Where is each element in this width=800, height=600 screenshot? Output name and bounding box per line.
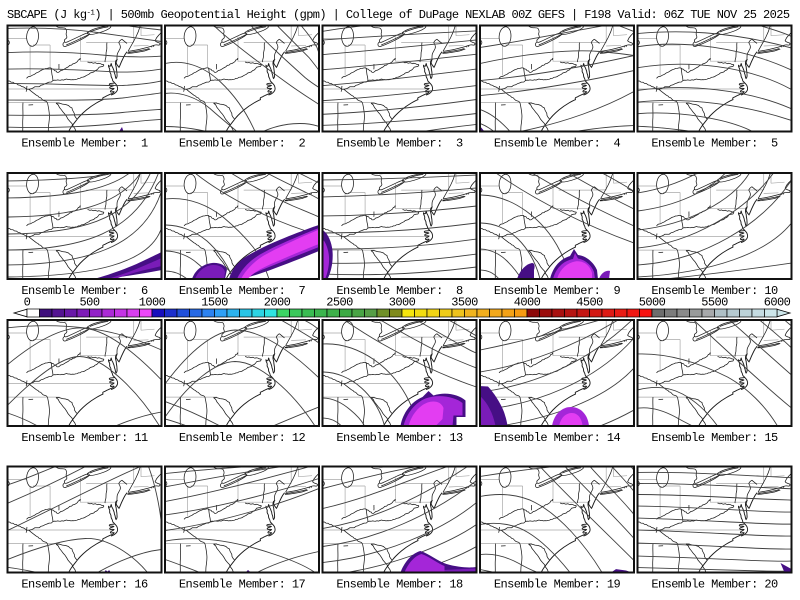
svg-text:3000: 3000 xyxy=(389,296,416,310)
svg-text:Ensemble Member: 8: Ensemble Member: 8 xyxy=(336,284,463,298)
svg-text:Ensemble Member: 11: Ensemble Member: 11 xyxy=(21,431,148,445)
svg-text:4500: 4500 xyxy=(576,296,603,310)
svg-text:500: 500 xyxy=(80,296,100,310)
svg-text:Ensemble Member: 15: Ensemble Member: 15 xyxy=(651,431,778,445)
svg-text:Ensemble Member: 10: Ensemble Member: 10 xyxy=(651,284,778,298)
svg-text:Ensemble Member: 9: Ensemble Member: 9 xyxy=(494,284,621,298)
svg-text:3500: 3500 xyxy=(451,296,478,310)
svg-text:Ensemble Member: 17: Ensemble Member: 17 xyxy=(179,578,306,592)
svg-text:Ensemble Member: 14: Ensemble Member: 14 xyxy=(494,431,621,445)
svg-text:Ensemble Member: 7: Ensemble Member: 7 xyxy=(179,284,306,298)
svg-text:1500: 1500 xyxy=(201,296,228,310)
svg-text:2000: 2000 xyxy=(264,296,291,310)
svg-text:2500: 2500 xyxy=(326,296,353,310)
svg-text:Ensemble Member: 13: Ensemble Member: 13 xyxy=(336,431,463,445)
svg-text:Ensemble Member: 16: Ensemble Member: 16 xyxy=(21,578,148,592)
svg-text:Ensemble Member: 18: Ensemble Member: 18 xyxy=(336,578,463,592)
svg-text:Ensemble Member: 19: Ensemble Member: 19 xyxy=(494,578,621,592)
svg-text:6000: 6000 xyxy=(764,296,791,310)
svg-text:1000: 1000 xyxy=(139,296,166,310)
svg-text:0: 0 xyxy=(24,296,31,310)
svg-text:Ensemble Member: 5: Ensemble Member: 5 xyxy=(651,137,778,151)
svg-text:5000: 5000 xyxy=(639,296,666,310)
svg-text:Ensemble Member: 2: Ensemble Member: 2 xyxy=(179,137,306,151)
svg-text:Ensemble Member: 3: Ensemble Member: 3 xyxy=(336,137,463,151)
svg-text:Ensemble Member: 20: Ensemble Member: 20 xyxy=(651,578,778,592)
svg-text:Ensemble Member: 1: Ensemble Member: 1 xyxy=(21,137,148,151)
svg-text:5500: 5500 xyxy=(701,296,728,310)
svg-text:Ensemble Member: 6: Ensemble Member: 6 xyxy=(21,284,148,298)
svg-text:Ensemble Member: 12: Ensemble Member: 12 xyxy=(179,431,306,445)
svg-text:Ensemble Member: 4: Ensemble Member: 4 xyxy=(494,137,621,151)
svg-text:SBCAPE (J kg-1) | 500mb Geopot: SBCAPE (J kg-1) | 500mb Geopotential Hei… xyxy=(7,8,790,22)
svg-text:4000: 4000 xyxy=(514,296,541,310)
